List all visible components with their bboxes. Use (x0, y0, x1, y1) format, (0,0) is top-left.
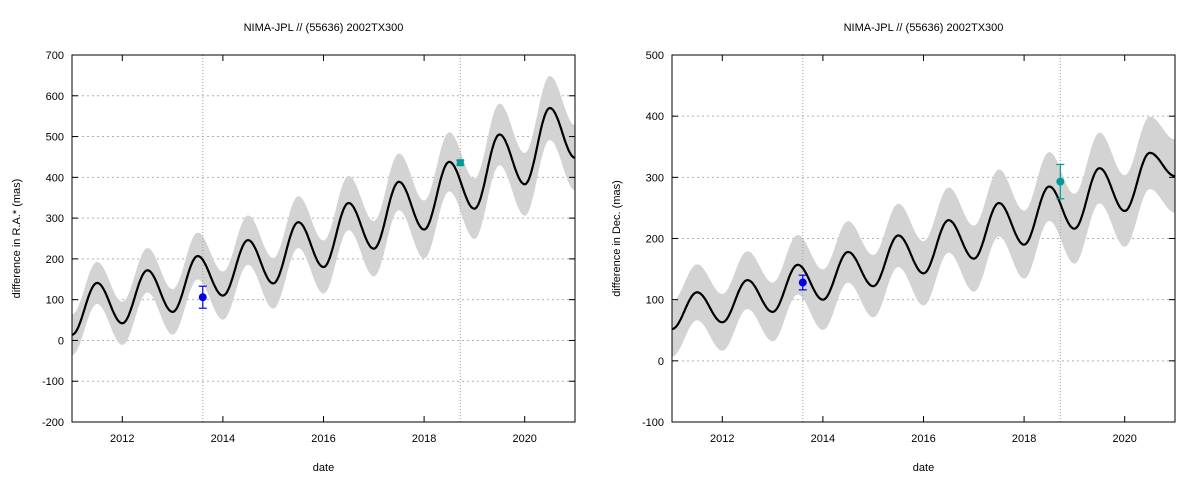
y-tick-label: 300 (646, 172, 664, 184)
x-tick-label: 2018 (412, 433, 436, 445)
x-tick-label: 2012 (710, 433, 734, 445)
data-point (198, 293, 207, 302)
chart-panel-1: -200 -100 0 100 200 300 400 500 600 700 2012 2014 20… (11, 22, 576, 474)
data-point (456, 159, 464, 167)
y-tick-label: 400 (646, 111, 664, 123)
y-tick-label: 500 (646, 50, 664, 62)
y-tick-label: 100 (646, 295, 664, 307)
chart-title: NIMA-JPL // (55636) 2002TX300 (844, 22, 1004, 34)
y-tick-label: 100 (46, 295, 64, 307)
x-tick-label: 2014 (211, 433, 235, 445)
chart-title: NIMA-JPL // (55636) 2002TX300 (244, 22, 404, 34)
x-tick-label: 2014 (811, 433, 835, 445)
x-axis-label: date (313, 462, 334, 474)
data-point (1056, 177, 1065, 186)
x-tick-label: 2020 (512, 433, 536, 445)
uncertainty-band (672, 116, 1175, 357)
series-line (72, 106, 575, 336)
uncertainty-band (72, 76, 575, 356)
y-tick-label: 300 (46, 213, 64, 225)
y-tick-label: 200 (46, 254, 64, 266)
y-tick-label: 0 (658, 356, 664, 368)
x-tick-label: 2016 (911, 433, 935, 445)
y-axis-label: difference in R.A.* (mas) (11, 179, 23, 299)
y-tick-label: -100 (642, 417, 664, 429)
x-tick-label: 2020 (1112, 433, 1136, 445)
x-tick-label: 2016 (311, 433, 335, 445)
x-tick-label: 2012 (110, 433, 134, 445)
y-tick-label: 200 (646, 234, 664, 246)
chart-panel-2: -100 0 100 200 300 400 500 2012 2014 2016 2018 2020… (611, 22, 1176, 474)
y-tick-label: 600 (46, 91, 64, 103)
y-axis-label: difference in Dec. (mas) (611, 180, 623, 297)
x-tick-label: 2018 (1012, 433, 1036, 445)
series-line (672, 151, 1175, 331)
y-tick-label: 700 (46, 50, 64, 62)
y-tick-label: 400 (46, 172, 64, 184)
y-tick-label: -200 (42, 417, 64, 429)
x-axis-label: date (913, 462, 934, 474)
y-tick-label: 0 (58, 335, 64, 347)
y-tick-label: 500 (46, 132, 64, 144)
data-point (798, 278, 807, 287)
y-tick-label: -100 (42, 376, 64, 388)
